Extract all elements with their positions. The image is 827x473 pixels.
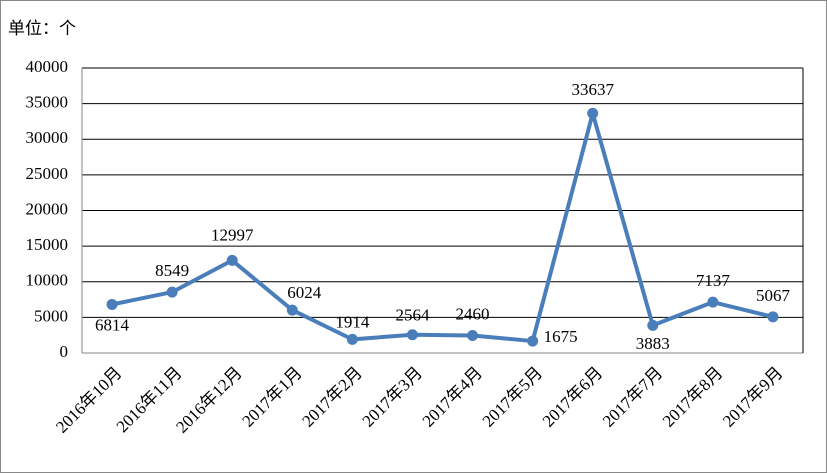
data-label: 2460	[456, 304, 490, 323]
y-tick-label: 40000	[26, 57, 69, 76]
data-label: 12997	[211, 225, 254, 244]
data-label: 7137	[696, 271, 731, 290]
y-tick-label: 10000	[26, 271, 69, 290]
data-label: 1914	[335, 312, 370, 331]
data-line	[111, 111, 774, 344]
data-label: 3883	[636, 334, 670, 353]
unit-label: 单位：个	[8, 19, 76, 38]
data-point	[587, 107, 599, 119]
data-point	[406, 329, 418, 341]
data-point	[346, 333, 358, 345]
y-tick-label: 0	[60, 342, 69, 361]
y-tick-label: 20000	[26, 199, 69, 218]
data-point	[467, 329, 479, 341]
data-label: 1675	[544, 327, 578, 346]
y-tick-label: 30000	[26, 128, 69, 147]
y-tick-label: 5000	[34, 306, 68, 325]
data-point	[527, 335, 539, 347]
y-tick-label: 35000	[26, 93, 69, 112]
data-point	[166, 286, 178, 298]
data-point	[647, 319, 659, 331]
data-label: 8549	[155, 261, 189, 280]
data-point	[106, 298, 118, 310]
data-label: 5067	[756, 286, 791, 305]
y-tick-label: 25000	[26, 164, 69, 183]
y-tick-label: 15000	[26, 235, 69, 254]
data-label: 6024	[287, 283, 322, 302]
data-point	[226, 254, 238, 266]
data-point	[286, 304, 298, 316]
data-point	[767, 311, 779, 323]
data-label: 2564	[395, 306, 430, 325]
data-point	[707, 296, 719, 308]
data-label: 33637	[571, 80, 614, 99]
data-label: 6814	[95, 315, 130, 334]
